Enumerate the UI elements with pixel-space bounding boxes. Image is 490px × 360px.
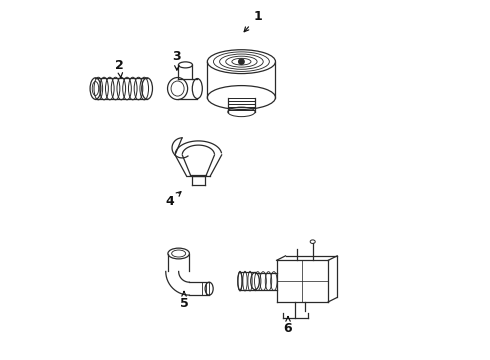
Text: 2: 2 bbox=[115, 59, 124, 78]
Text: 1: 1 bbox=[244, 10, 262, 32]
Circle shape bbox=[239, 59, 244, 64]
Text: 4: 4 bbox=[165, 192, 181, 208]
Text: 6: 6 bbox=[284, 316, 293, 335]
Text: 3: 3 bbox=[172, 50, 181, 70]
Text: 5: 5 bbox=[180, 291, 189, 310]
